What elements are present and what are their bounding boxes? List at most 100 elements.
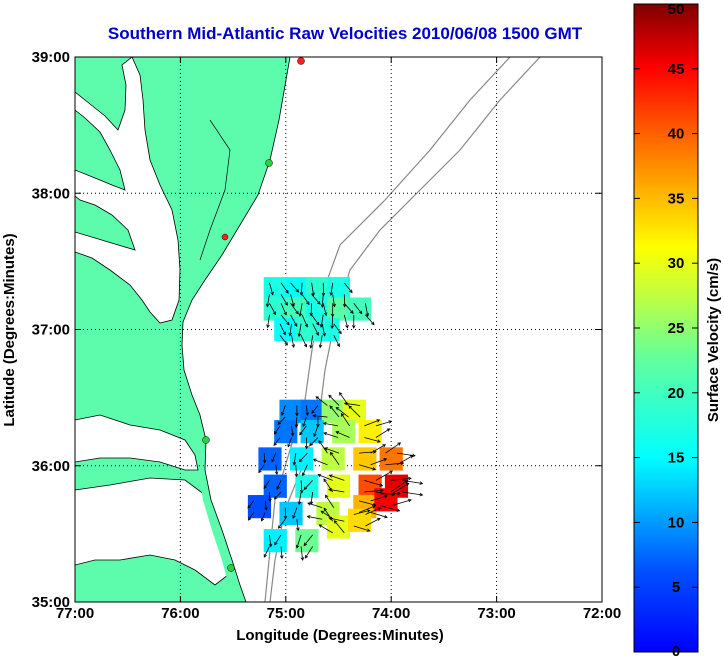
velocity-arrow [370,494,388,502]
x-tick-label: 74:00 [372,605,410,622]
velocity-arrow [287,437,292,448]
velocity-arrow [300,546,305,561]
velocity-arrow [304,437,309,450]
velocity-cell [263,474,287,498]
velocity-arrow [283,507,288,520]
y-tick-label: 39:00 [32,49,70,66]
velocity-arrow [279,546,284,560]
velocity-arrow [312,458,328,466]
velocity-arrow [375,470,393,481]
velocity-arrow [290,294,295,307]
velocity-arrow [365,507,382,515]
velocity-arrow [335,431,350,438]
colorbar-tick-label: 25 [668,320,685,337]
velocity-arrow [318,335,323,349]
velocity-arrow [328,488,345,493]
velocity-arrow [315,396,328,406]
velocity-arrow [299,282,304,296]
velocity-arrow [290,303,299,315]
velocity-cell [379,447,403,471]
velocity-cell [284,277,308,301]
velocity-arrow [309,335,314,349]
velocity-arrow [263,480,270,489]
velocity-arrow [391,482,410,495]
velocity-arrow [277,416,286,425]
velocity-arrow [323,432,339,438]
y-tick-label: 36:00 [32,458,70,475]
velocity-arrow [299,425,307,436]
velocity-arrow [364,437,381,443]
velocity-arrow [292,507,298,519]
velocity-arrow [300,335,308,348]
velocity-arrow [317,473,333,481]
velocity-arrow [274,464,279,476]
radar-site-marker [227,564,235,572]
velocity-cell [305,277,330,301]
velocity-arrow [364,419,381,427]
velocity-cell [284,297,308,321]
velocity-cell [258,447,282,471]
velocity-arrow [268,534,273,548]
velocity-arrow [364,480,384,487]
velocity-arrow [335,406,349,418]
velocity-arrow [343,303,354,314]
colorbar-tick-label: 35 [668,190,685,207]
y-axis: 35:00 36:00 37:00 38:00 39:00 [32,49,602,611]
velocity-arrow [271,452,277,463]
velocity-arrow [304,546,314,559]
radar-site-marker [221,233,229,241]
velocity-cell [279,501,303,526]
velocity-arrow [312,414,328,418]
y-tick-label: 37:00 [32,322,70,339]
colorbar-tick-label: 15 [668,450,685,467]
velocity-arrow [332,294,336,308]
chart-title: Southern Mid-Atlantic Raw Velocities 201… [108,24,583,43]
velocity-arrow [343,314,349,329]
velocity-arrow [307,502,323,509]
x-tick-label: 76:00 [161,605,199,622]
velocity-arrow [329,405,340,418]
velocity-arrow [370,458,388,466]
x-axis-label: Longitude (Degrees:Minutes) [236,627,444,644]
velocity-arrow [370,444,386,454]
x-axis: 77:00 76:00 75:00 74:00 73:00 72:00 [56,57,621,622]
velocity-arrow [309,437,319,447]
velocity-arrow [262,453,267,464]
velocity-arrow [322,303,328,317]
velocity-arrow [309,303,313,317]
velocity-cell [263,529,287,553]
velocity-arrow [292,453,297,466]
velocity-arrow [298,303,303,317]
velocity-arrow [288,323,292,337]
outer-banks [198,469,234,591]
velocity-arrow [295,405,299,417]
velocity-arrow [279,335,288,346]
velocity-arrow [328,516,345,522]
velocity-arrows [247,282,424,561]
velocity-arrow [303,534,313,547]
velocity-arrow [290,282,300,293]
velocity-arrow [333,520,345,534]
velocity-arrow [313,425,319,438]
colorbar [633,3,699,653]
velocity-arrow [329,282,334,296]
velocity-arrow [264,500,268,511]
velocity-arrow [302,416,307,428]
velocity-arrow [390,479,409,493]
velocity-arrow [299,480,304,494]
chesapeake-bay [75,57,181,324]
y-tick-label: 35:00 [32,594,70,611]
velocity-arrow [323,507,334,522]
velocity-arrow [280,282,289,294]
velocity-arrow [370,512,388,519]
velocity-arrow [358,464,377,471]
velocity-arrow [297,491,302,506]
colorbar-tick-label: 10 [668,514,685,531]
colorbar-tick-label: 0 [672,643,680,659]
velocity-arrow [385,442,402,454]
velocity-arrow [278,518,286,529]
colorbar-tick-label: 50 [668,1,685,18]
velocity-arrow [330,451,340,465]
velocity-arrow [375,428,391,438]
velocity-arrow [328,474,345,481]
